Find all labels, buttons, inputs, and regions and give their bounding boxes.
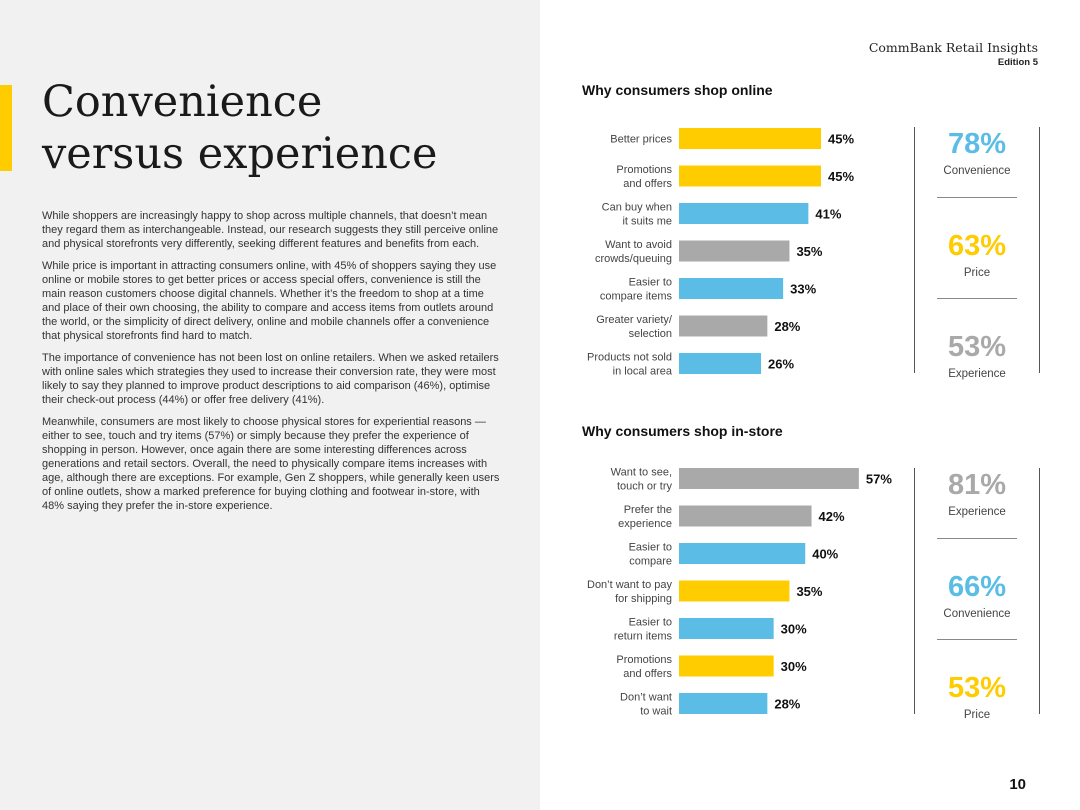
online-category-label: Can buy when it suits me (602, 202, 672, 228)
online-bar-value-label: 35% (796, 244, 822, 259)
summary-divider (937, 639, 1017, 640)
summary-stat-value: 81% (947, 469, 1007, 501)
instore-category-label: Promotions and offers (616, 654, 672, 680)
summary-stat: 81% Experience (915, 468, 1039, 518)
online-category-label: Better prices (610, 134, 672, 146)
summary-stat-label: Price (963, 267, 991, 279)
online-bar-value-label: 45% (828, 169, 854, 184)
summary-stat: 53% Price (915, 671, 1039, 721)
brand-header: CommBank Retail Insights Edition 5 (869, 40, 1038, 68)
online-category-label: Want to avoid crowds/queuing (595, 239, 672, 265)
summary-divider (937, 197, 1017, 198)
body-paragraph: While price is important in attracting c… (42, 260, 497, 342)
page-number: 10 (1009, 776, 1026, 793)
accent-bar (0, 85, 12, 171)
summary-stat-label: Experience (948, 506, 1006, 518)
online-category-label: Products not sold in local area (587, 352, 673, 378)
instore-bar-7 (679, 693, 768, 714)
online-bar-3 (679, 203, 809, 224)
body-text: While shoppers are increasingly happy to… (42, 210, 502, 522)
online-bar-value-label: 33% (790, 282, 816, 297)
brand-name: CommBank Retail Insights (868, 40, 1038, 55)
summary-stat: 78% Convenience (915, 127, 1039, 177)
online-chart-title: Why consumers shop online (582, 82, 773, 98)
online-bar-4 (679, 240, 790, 262)
online-bar-6 (679, 315, 768, 337)
online-category-label: Easier to compare items (600, 277, 673, 303)
summary-stat: 53% Experience (915, 330, 1039, 380)
online-summary-panel: 78% Convenience 63% Price 53% Experience (914, 127, 1040, 380)
instore-summary-panel: 81% Experience 66% Convenience 53% Price (914, 468, 1040, 721)
online-bar-2 (679, 165, 821, 187)
summary-divider (937, 298, 1017, 299)
instore-category-label: Easier to return items (614, 617, 673, 643)
body-paragraph: Meanwhile, consumers are most likely to … (42, 416, 500, 512)
instore-bar-1 (679, 468, 859, 489)
instore-bar-3 (679, 543, 806, 564)
online-category-label: Promotions and offers (616, 164, 672, 190)
summary-divider (937, 538, 1017, 539)
summary-stat-value: 53% (947, 672, 1007, 704)
summary-stat: 63% Price (915, 229, 1039, 279)
instore-category-label: Prefer the experience (618, 504, 672, 530)
summary-stat-value: 66% (947, 571, 1007, 603)
summary-stat-label: Convenience (943, 608, 1011, 620)
left-panel (0, 0, 540, 810)
instore-bar-value-label: 30% (781, 622, 807, 637)
online-bar-5 (679, 278, 784, 299)
summary-stat-label: Convenience (943, 165, 1011, 177)
instore-bar-chart: 57% Want to see, touch or try 42% Prefer the… (587, 467, 892, 718)
instore-bar-6 (679, 655, 774, 677)
instore-bar-4 (679, 580, 790, 602)
online-category-label: Greater variety/selection (596, 314, 673, 340)
page-title: Convenience versus experience (42, 76, 437, 180)
summary-stat-value: 53% (947, 331, 1007, 363)
body-paragraph: While shoppers are increasingly happy to… (42, 210, 499, 250)
online-bar-chart: 45% Better prices 45% Promotions and offers 4… (587, 128, 854, 378)
summary-stat-label: Experience (948, 368, 1006, 380)
instore-bar-value-label: 57% (866, 472, 892, 487)
summary-stat-value: 78% (947, 128, 1007, 160)
instore-bar-value-label: 40% (812, 547, 838, 562)
body-paragraph: The importance of convenience has not be… (42, 352, 499, 406)
online-bar-value-label: 28% (774, 319, 800, 334)
summary-stat-label: Price (963, 709, 991, 721)
instore-bar-value-label: 42% (819, 509, 845, 524)
instore-category-label: Want to see, touch or try (611, 467, 673, 493)
instore-bar-5 (679, 618, 774, 639)
online-bar-value-label: 26% (768, 357, 794, 372)
online-bar-value-label: 45% (828, 132, 854, 147)
instore-category-label: Don’t want to pay for shipping (587, 579, 672, 605)
instore-bar-2 (679, 505, 812, 527)
instore-chart-title: Why consumers shop in-store (582, 423, 783, 439)
instore-bar-value-label: 30% (781, 659, 807, 674)
instore-category-label: Easier to compare (629, 542, 672, 568)
edition-label: Edition 5 (997, 57, 1038, 68)
instore-bar-value-label: 28% (774, 697, 800, 712)
online-bar-1 (679, 128, 821, 149)
summary-stat: 66% Convenience (915, 570, 1039, 620)
online-bar-value-label: 41% (815, 207, 841, 222)
instore-bar-value-label: 35% (796, 584, 822, 599)
instore-category-label: Don’t want to wait (620, 692, 672, 718)
online-bar-7 (679, 353, 762, 374)
summary-stat-value: 63% (947, 230, 1007, 262)
page-title-line-2: versus experience (42, 129, 438, 179)
page-title-line-1: Convenience (42, 77, 323, 127)
